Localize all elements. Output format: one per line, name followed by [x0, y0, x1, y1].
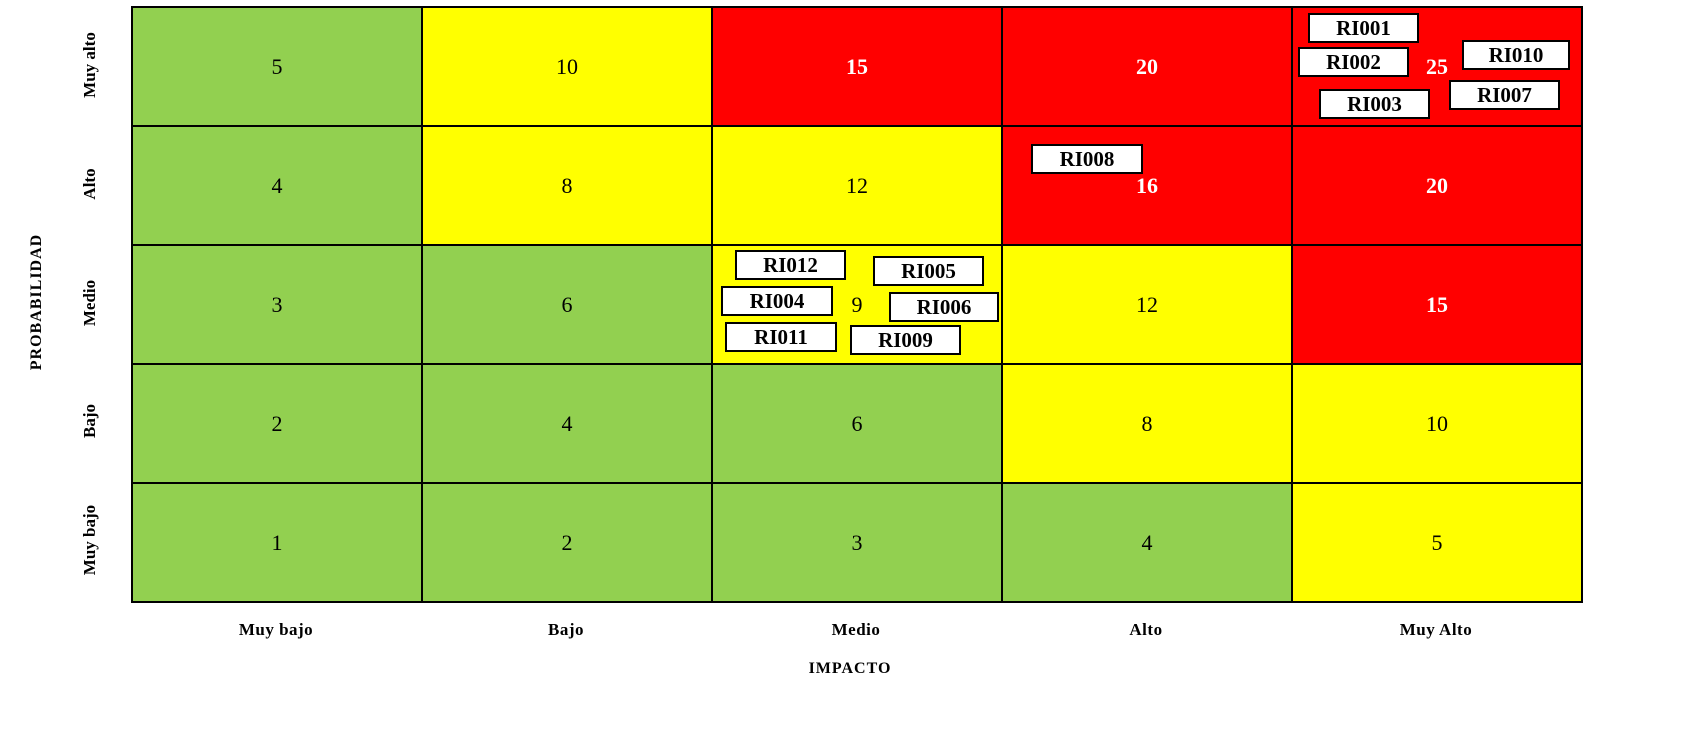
risk-tag-ri004: RI004 [721, 286, 833, 316]
row-label-muy-bajo: Muy bajo [80, 504, 99, 576]
matrix-cell-bajo-bajo: 4 [421, 363, 713, 484]
risk-tag-ri002: RI002 [1298, 47, 1409, 77]
risk-tag-ri009: RI009 [850, 325, 961, 355]
matrix-cell-alto-muy-bajo: 4 [131, 125, 423, 246]
matrix-cell-alto-medio: 12 [711, 125, 1003, 246]
matrix-cell-muy-alto-muy-bajo: 5 [131, 6, 423, 127]
matrix-cell-bajo-muy-bajo: 2 [131, 363, 423, 484]
risk-tag-ri011: RI011 [725, 322, 837, 352]
risk-tag-ri005: RI005 [873, 256, 984, 286]
matrix-cell-muy-bajo-muy-bajo: 1 [131, 482, 423, 603]
col-label-muy-bajo: Muy bajo [238, 620, 314, 639]
risk-tag-ri010: RI010 [1462, 40, 1570, 70]
risk-tag-ri008: RI008 [1031, 144, 1143, 174]
row-label-medio: Medio [80, 279, 99, 327]
col-label-bajo: Bajo [548, 620, 584, 639]
row-label-bajo: Bajo [80, 404, 99, 438]
matrix-cell-medio-muy-bajo: 3 [131, 244, 423, 365]
matrix-cell-muy-bajo-bajo: 2 [421, 482, 713, 603]
matrix-cell-bajo-alto: 8 [1001, 363, 1293, 484]
matrix-cell-muy-alto-medio: 15 [711, 6, 1003, 127]
risk-tag-ri007: RI007 [1449, 80, 1560, 110]
risk-tag-ri006: RI006 [889, 292, 999, 322]
risk-tag-ri001: RI001 [1308, 13, 1419, 43]
matrix-cell-alto-bajo: 8 [421, 125, 713, 246]
col-label-alto: Alto [1129, 620, 1163, 639]
row-label-muy-alto: Muy alto [80, 32, 99, 98]
risk-tag-ri003: RI003 [1319, 89, 1430, 119]
matrix-cell-medio-alto: 12 [1001, 244, 1293, 365]
matrix-cell-bajo-muy-alto: 10 [1291, 363, 1583, 484]
risk-tag-ri012: RI012 [735, 250, 846, 280]
matrix-cell-muy-bajo-muy-alto: 5 [1291, 482, 1583, 603]
x-axis-title: IMPACTO [808, 660, 892, 677]
matrix-cell-muy-bajo-medio: 3 [711, 482, 1003, 603]
matrix-cell-bajo-medio: 6 [711, 363, 1003, 484]
col-label-medio: Medio [831, 620, 881, 639]
matrix-cell-medio-bajo: 6 [421, 244, 713, 365]
matrix-cell-muy-alto-bajo: 10 [421, 6, 713, 127]
matrix-cell-alto-muy-alto: 20 [1291, 125, 1583, 246]
matrix-cell-muy-bajo-alto: 4 [1001, 482, 1293, 603]
row-label-alto: Alto [80, 168, 99, 200]
matrix-cell-medio-muy-alto: 15 [1291, 244, 1583, 365]
matrix-cell-muy-alto-alto: 20 [1001, 6, 1293, 127]
y-axis-title: PROBABILIDAD [28, 233, 45, 371]
col-label-muy-alto: Muy Alto [1399, 620, 1473, 639]
